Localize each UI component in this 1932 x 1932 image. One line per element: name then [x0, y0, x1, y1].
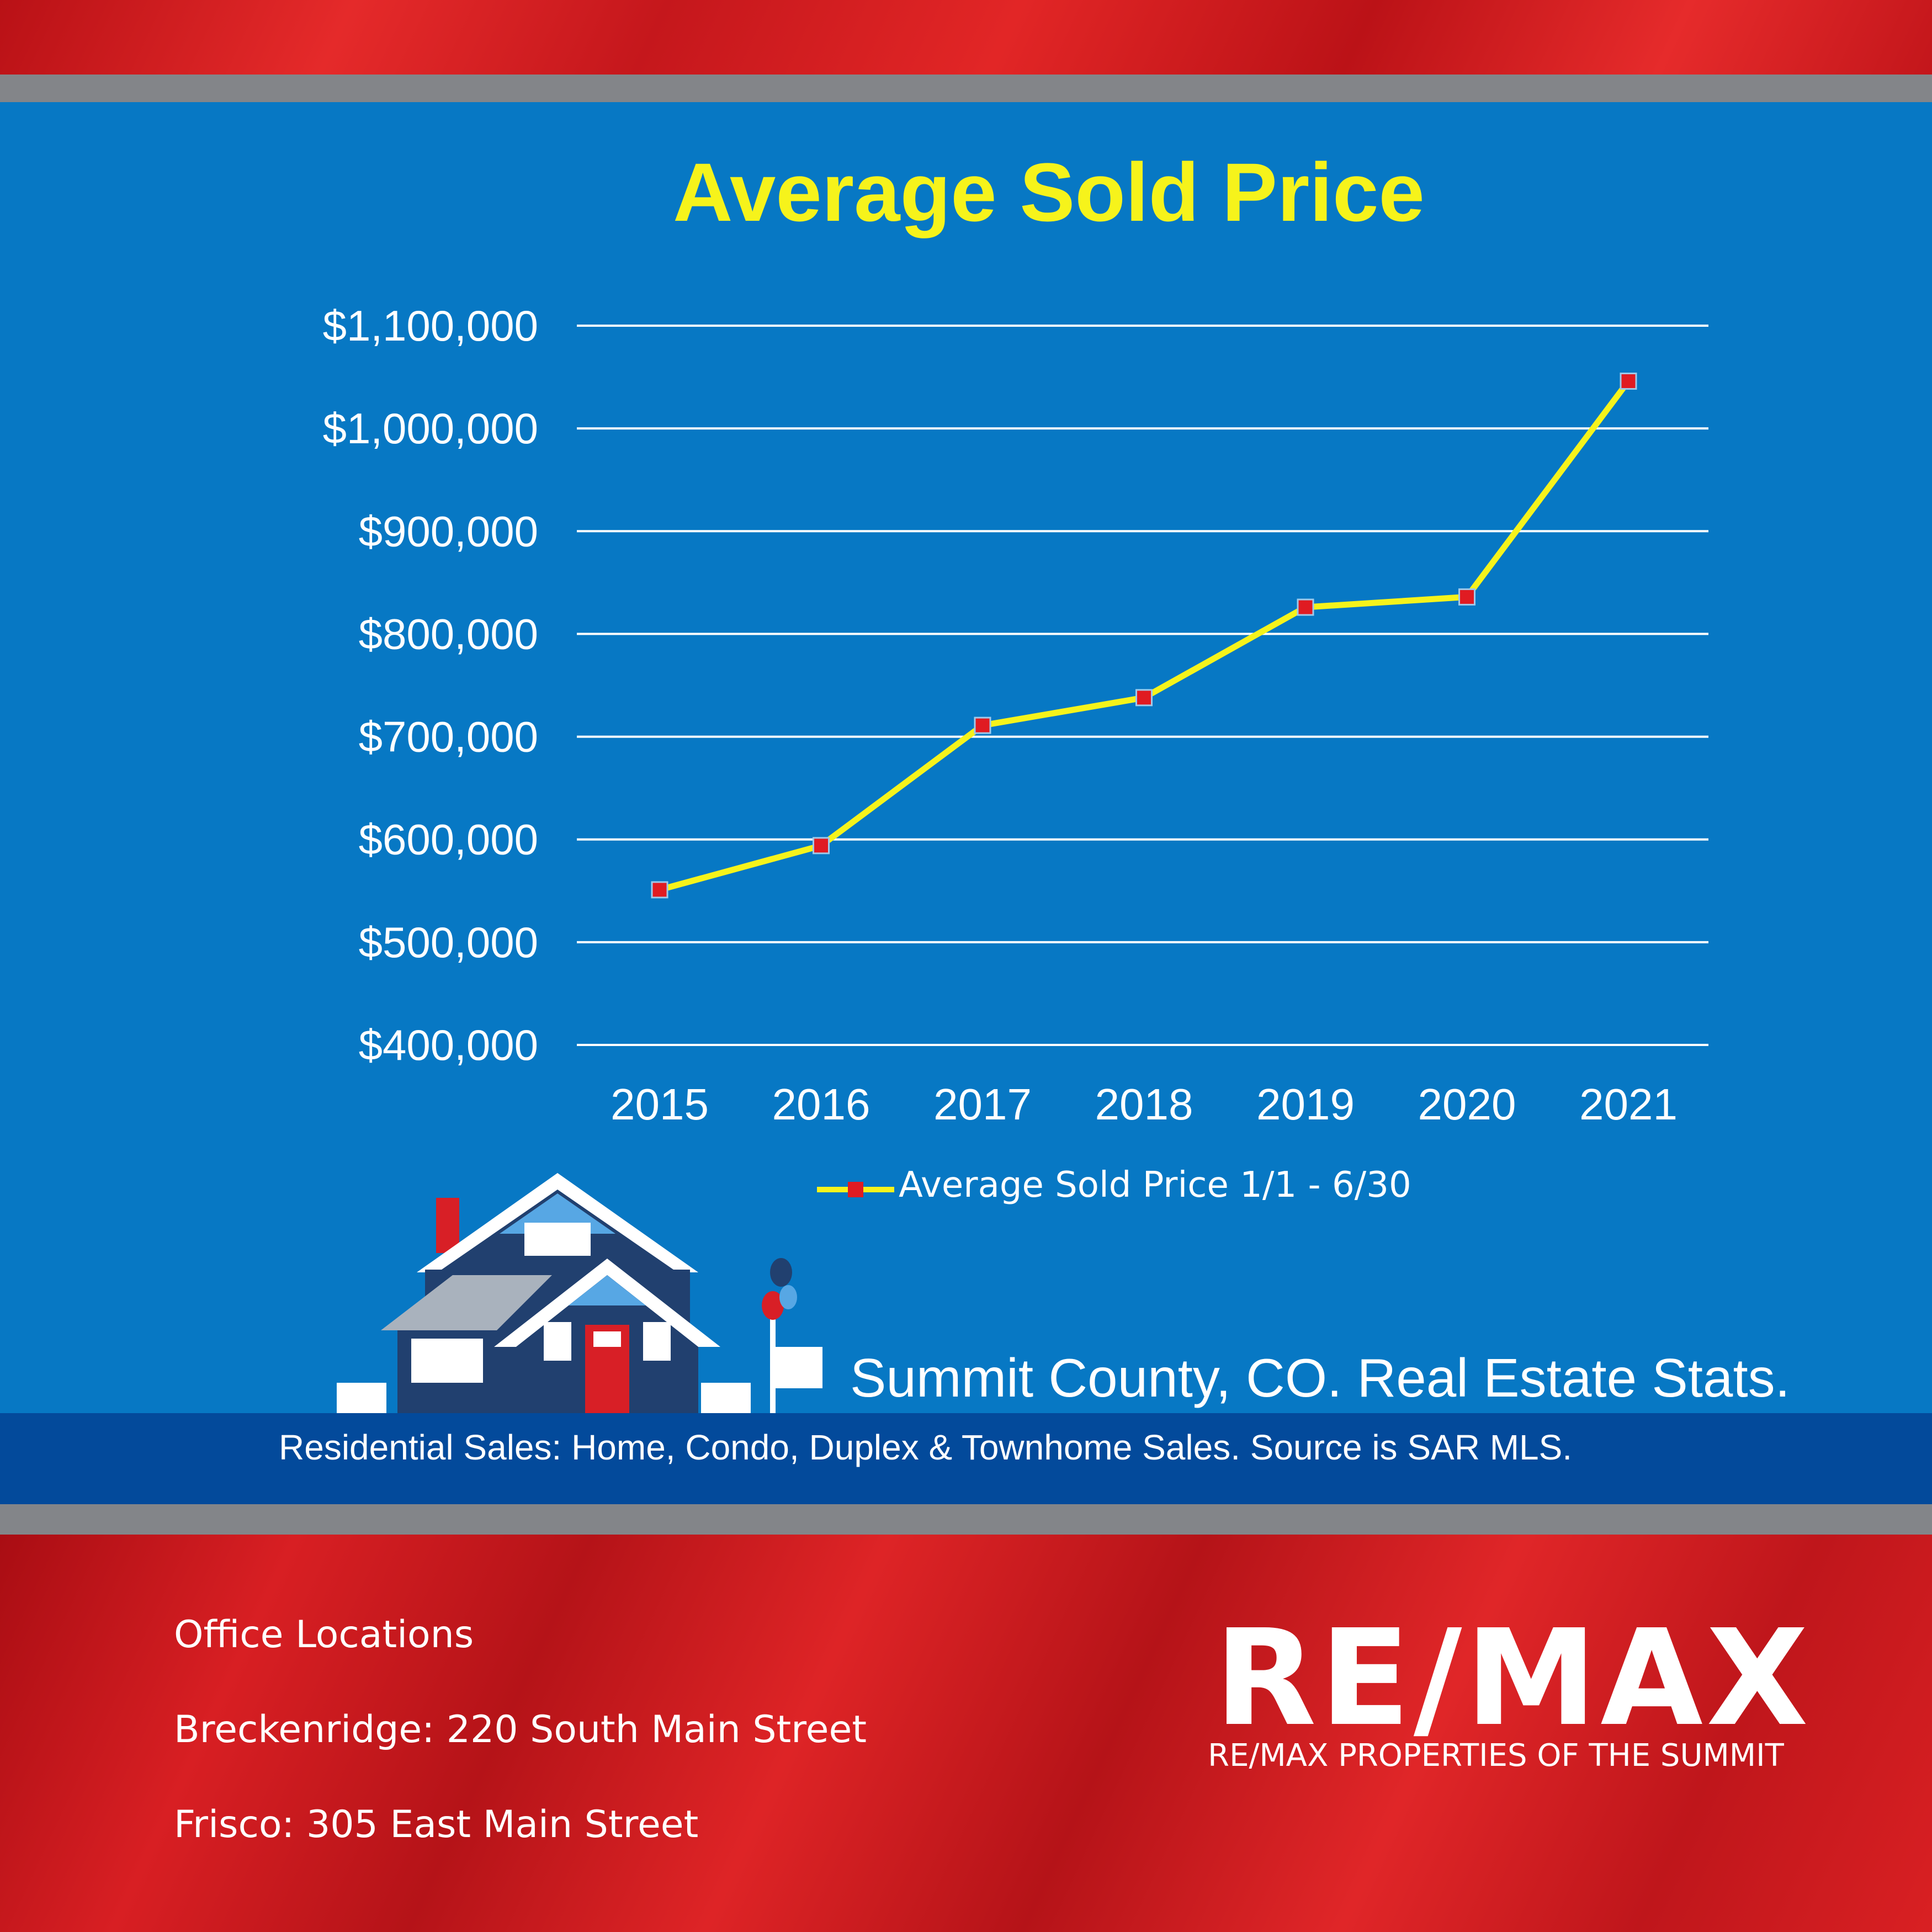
y-tick-label: $700,000: [359, 713, 538, 761]
series-markers: [651, 373, 1637, 899]
fence-left: [337, 1383, 386, 1413]
y-tick-label: $600,000: [359, 815, 538, 864]
upper-roof-trim: [417, 1173, 698, 1272]
data-point-marker: [1620, 373, 1637, 390]
door-window: [593, 1331, 621, 1347]
y-tick-label: $800,000: [359, 609, 538, 658]
x-tick-label: 2020: [1418, 1080, 1516, 1129]
x-tick-label: 2015: [611, 1080, 709, 1129]
house-illustration: [337, 1173, 822, 1413]
y-tick-label: $1,100,000: [323, 301, 538, 350]
legend-marker-swatch: [848, 1182, 863, 1197]
y-tick-label: $1,000,000: [323, 404, 538, 453]
front-roof-trim: [494, 1259, 720, 1347]
x-tick-label: 2021: [1579, 1080, 1678, 1129]
data-point-marker: [813, 837, 830, 854]
chimney: [436, 1198, 459, 1253]
y-tick-label: $500,000: [359, 918, 538, 967]
balloon-blue: [779, 1285, 797, 1309]
data-point-marker: [1297, 598, 1314, 616]
stats-subtitle: Residential Sales: Home, Condo, Duplex &…: [279, 1427, 1573, 1467]
x-tick-label: 2016: [772, 1080, 871, 1129]
front-window-right: [643, 1322, 671, 1361]
series-line-path: [659, 379, 1631, 893]
balloon-red: [762, 1291, 784, 1320]
chart-panel: [0, 102, 1932, 1504]
office-frisco: Frisco: 305 East Main Street: [174, 1803, 699, 1846]
fence-right: [701, 1383, 751, 1413]
x-tick-label: 2017: [933, 1080, 1032, 1129]
legend: Average Sold Price 1/1 - 6/30: [817, 1165, 1411, 1206]
data-point-marker: [1458, 588, 1475, 606]
x-axis-ticks: 2015 2016 2017 2018 2019 2020 2021: [611, 1080, 1678, 1129]
porch-roof: [381, 1275, 552, 1330]
bottom-gray-stripe: [0, 1504, 1932, 1535]
y-tick-label: $900,000: [359, 507, 538, 555]
upper-window: [524, 1223, 591, 1256]
legend-label: Average Sold Price 1/1 - 6/30: [899, 1165, 1411, 1206]
data-point-marker: [651, 881, 668, 899]
data-point-marker: [974, 716, 991, 734]
x-tick-label: 2019: [1256, 1080, 1355, 1129]
data-point-marker: [1135, 689, 1153, 707]
side-window: [411, 1339, 483, 1383]
gridlines: [577, 325, 1708, 1046]
chart-title: Average Sold Price: [673, 146, 1425, 238]
brand-name: RE/MAX PROPERTIES OF THE SUMMIT: [1208, 1738, 1784, 1774]
y-axis-ticks: $400,000 $500,000 $600,000 $700,000 $800,000…: [323, 301, 538, 1069]
office-breckenridge: Breckenridge: 220 South Main Street: [174, 1708, 867, 1751]
remax-logo: RE/MAX: [1214, 1601, 1812, 1755]
series-line: [659, 379, 1631, 893]
balloon-navy: [770, 1258, 792, 1287]
stats-title: Summit County, CO. Real Estate Stats.: [850, 1347, 1790, 1408]
stats-strip: [0, 1413, 1932, 1504]
front-gable-vent: [569, 1275, 646, 1305]
office-heading: Office Locations: [174, 1613, 474, 1657]
for-sale-sign: [773, 1347, 822, 1388]
front-window-left: [544, 1322, 571, 1361]
x-tick-label: 2018: [1095, 1080, 1193, 1129]
top-gray-stripe: [0, 75, 1932, 102]
bottom-red-band: [0, 1535, 1932, 1932]
y-tick-label: $400,000: [359, 1021, 538, 1069]
top-red-band: [0, 0, 1932, 75]
